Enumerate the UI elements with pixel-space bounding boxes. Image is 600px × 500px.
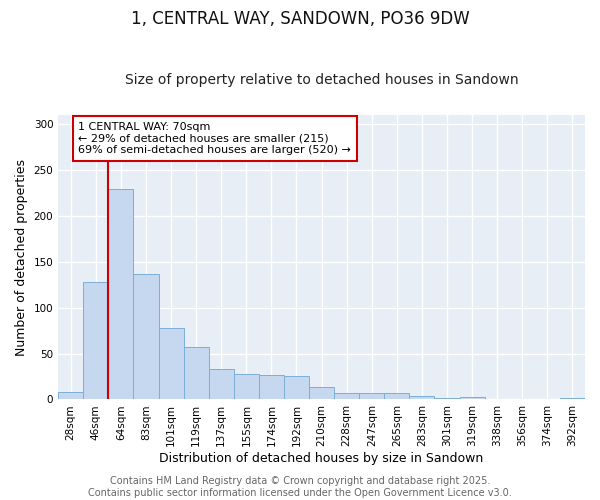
Bar xyxy=(309,386,334,400)
Bar xyxy=(284,376,309,400)
Bar xyxy=(209,369,234,400)
Text: Contains HM Land Registry data © Crown copyright and database right 2025.
Contai: Contains HM Land Registry data © Crown c… xyxy=(88,476,512,498)
Bar xyxy=(510,398,535,400)
Bar xyxy=(434,398,460,400)
Bar xyxy=(385,393,409,400)
Bar xyxy=(460,396,485,400)
Text: 1 CENTRAL WAY: 70sqm
← 29% of detached houses are smaller (215)
69% of semi-deta: 1 CENTRAL WAY: 70sqm ← 29% of detached h… xyxy=(78,122,351,155)
Bar xyxy=(259,374,284,400)
Bar xyxy=(109,189,133,400)
Bar xyxy=(409,396,434,400)
Bar xyxy=(334,393,359,400)
Title: Size of property relative to detached houses in Sandown: Size of property relative to detached ho… xyxy=(125,73,518,87)
Bar xyxy=(560,398,585,400)
X-axis label: Distribution of detached houses by size in Sandown: Distribution of detached houses by size … xyxy=(160,452,484,465)
Y-axis label: Number of detached properties: Number of detached properties xyxy=(15,158,28,356)
Bar xyxy=(234,374,259,400)
Bar xyxy=(158,328,184,400)
Bar xyxy=(83,282,109,400)
Bar xyxy=(58,392,83,400)
Bar xyxy=(133,274,158,400)
Bar xyxy=(359,393,385,400)
Text: 1, CENTRAL WAY, SANDOWN, PO36 9DW: 1, CENTRAL WAY, SANDOWN, PO36 9DW xyxy=(131,10,469,28)
Bar xyxy=(184,347,209,400)
